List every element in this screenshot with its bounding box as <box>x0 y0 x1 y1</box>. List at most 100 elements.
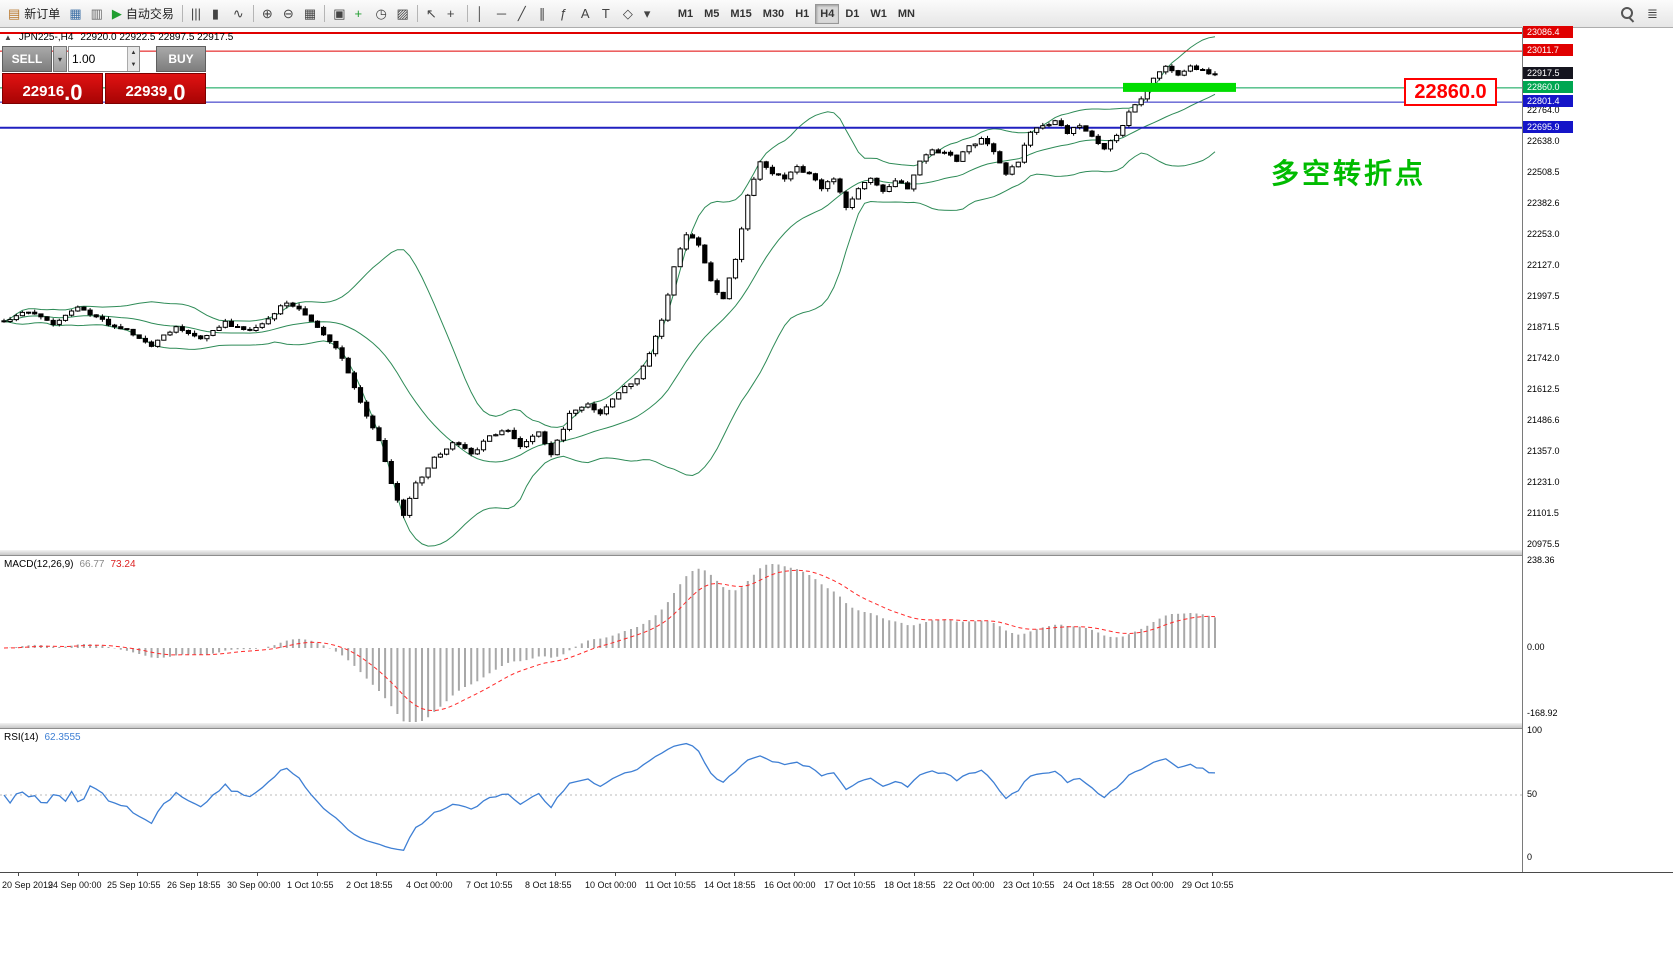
chart-window: ▲ JPN225-,H4 22920.0 22922.5 22897.5 229… <box>0 26 1673 955</box>
sell-dropdown-button[interactable]: ▾ <box>53 46 67 72</box>
time-axis-tick <box>376 873 377 876</box>
objects-list-button[interactable]: ≣ <box>1643 3 1663 25</box>
trade-panel-prices: 22916.0 22939.0 <box>2 73 206 104</box>
time-axis-label: 18 Oct 18:55 <box>884 880 936 890</box>
macd-name: MACD(12,26,9) <box>4 559 74 570</box>
zoom-in-button[interactable]: ⊕ <box>258 3 278 25</box>
volume-stepper: ▲ ▼ <box>68 46 140 72</box>
time-axis-tick <box>615 873 616 876</box>
time-axis-label: 4 Oct 00:00 <box>406 880 453 890</box>
arrange-windows-button[interactable]: ▣ <box>329 3 349 25</box>
sell-price-button[interactable]: 22916.0 <box>2 73 103 104</box>
indicators-button[interactable]: + <box>351 3 371 25</box>
cascade-windows-icon: ▣ <box>333 6 346 21</box>
equidistant-channel-icon: ∥ <box>538 6 546 21</box>
fibonacci-button[interactable]: ƒ <box>556 3 576 25</box>
volume-down-button[interactable]: ▼ <box>128 59 139 71</box>
time-axis-label: 24 Sep 00:00 <box>48 880 102 890</box>
volume-up-button[interactable]: ▲ <box>128 47 139 59</box>
new-order-button[interactable]: ▤ 新订单 <box>4 3 64 25</box>
buy-price-button[interactable]: 22939.0 <box>105 73 206 104</box>
autotrading-button[interactable]: ▶ 自动交易 <box>108 3 178 25</box>
macd-panel[interactable] <box>0 556 1522 722</box>
profiles-icon: ▥ <box>90 6 103 21</box>
vertical-line-button[interactable]: │ <box>472 3 492 25</box>
autotrading-button-label: 自动交易 <box>125 7 174 21</box>
zoom-in-icon: ⊕ <box>261 6 273 21</box>
price-level-annotation[interactable]: 22860.0 <box>1404 78 1497 106</box>
buy-button[interactable]: BUY <box>156 46 206 72</box>
tile-windows-button[interactable]: ▦ <box>300 3 320 25</box>
timeframe-button-D1[interactable]: D1 <box>840 4 864 24</box>
rsi-indicator-label: RSI(14) 62.3555 <box>4 732 81 743</box>
timeframe-button-M30[interactable]: M30 <box>758 4 789 24</box>
time-axis-label: 28 Oct 00:00 <box>1122 880 1174 890</box>
time-axis-tick <box>914 873 915 876</box>
zoom-out-button[interactable]: ⊖ <box>279 3 299 25</box>
price-axis[interactable]: 22764.0 22638.0 22508.5 22382.6 22253.0 22127… <box>1522 26 1673 872</box>
cursor-button[interactable]: ↖ <box>422 3 442 25</box>
macd-splitter[interactable] <box>0 549 1673 556</box>
time-axis-tick <box>1033 873 1034 876</box>
sell-button[interactable]: SELL <box>2 46 52 72</box>
time-axis-label: 10 Oct 00:00 <box>585 880 637 890</box>
templates-button[interactable]: ▨ <box>393 3 413 25</box>
time-axis[interactable]: 20 Sep 2019 24 Sep 00:00 25 Sep 10:55 26 Se… <box>0 872 1673 899</box>
shapes-dropdown-button[interactable]: ▾ <box>640 3 660 25</box>
timeframe-button-M1[interactable]: M1 <box>673 4 698 24</box>
macd-scale-tick: -168.92 <box>1527 708 1558 718</box>
timeframe-button-MN[interactable]: MN <box>893 4 920 24</box>
time-axis-tick <box>18 873 19 876</box>
crosshair-button[interactable]: + <box>443 3 463 25</box>
trade-panel-gap <box>141 46 155 72</box>
horizontal-line-button[interactable]: ─ <box>493 3 513 25</box>
candlestick-mode-button[interactable]: ▮ <box>208 3 228 25</box>
time-axis-label: 8 Oct 18:55 <box>525 880 572 890</box>
text-button[interactable]: A <box>577 3 597 25</box>
price-line-label: 22801.4 <box>1523 95 1573 108</box>
bar-chart-icon: ||| <box>190 6 202 21</box>
time-axis-tick <box>555 873 556 876</box>
sell-price-int: 22916 <box>22 83 65 100</box>
time-axis-tick <box>1212 873 1213 876</box>
time-axis-label: 30 Sep 00:00 <box>227 880 281 890</box>
timeframe-button-H1[interactable]: H1 <box>790 4 814 24</box>
toolbar-separator <box>324 5 326 22</box>
periods-button[interactable]: ◷ <box>372 3 392 25</box>
profiles-button[interactable]: ▥ <box>87 3 107 25</box>
time-axis-label: 26 Sep 18:55 <box>167 880 221 890</box>
chart-symbol-info: ▲ JPN225-,H4 22920.0 22922.5 22897.5 229… <box>4 32 233 43</box>
text-icon: A <box>580 6 590 21</box>
support-highlight-bar <box>1123 82 1236 92</box>
volume-spin: ▲ ▼ <box>127 47 139 71</box>
time-axis-label: 11 Oct 10:55 <box>645 880 696 890</box>
macd-scale-tick: 238.36 <box>1527 555 1555 565</box>
toolbar-separator <box>466 5 468 22</box>
time-axis-tick <box>317 873 318 876</box>
charts-window-button[interactable]: ▦ <box>65 3 85 25</box>
turning-point-annotation[interactable]: 多空转折点 <box>1271 158 1427 189</box>
add-indicator-icon: + <box>354 6 363 21</box>
new-order-icon: ▤ <box>8 6 21 21</box>
shapes-button[interactable]: ◇ <box>619 3 639 25</box>
line-chart-mode-button[interactable]: ∿ <box>229 3 249 25</box>
rsi-panel[interactable] <box>0 729 1522 872</box>
price-chart[interactable] <box>0 28 1522 549</box>
rsi-splitter[interactable] <box>0 722 1673 729</box>
price-scale-tick: 21231.0 <box>1527 477 1560 488</box>
time-axis-tick <box>1093 873 1094 876</box>
timeframe-button-M15[interactable]: M15 <box>725 4 756 24</box>
volume-input[interactable] <box>69 47 127 71</box>
trendline-button[interactable]: ╱ <box>514 3 534 25</box>
timeframe-button-H4[interactable]: H4 <box>815 3 840 24</box>
search-button[interactable] <box>1616 3 1639 25</box>
time-axis-tick <box>675 873 676 876</box>
price-scale-tick: 22638.0 <box>1527 135 1560 146</box>
price-scale-tick: 21871.5 <box>1527 321 1560 332</box>
objects-list-icon: ≣ <box>1647 6 1658 21</box>
timeframe-button-M5[interactable]: M5 <box>699 4 724 24</box>
label-button[interactable]: T <box>598 3 618 25</box>
bar-chart-mode-button[interactable]: ||| <box>187 3 207 25</box>
channel-button[interactable]: ∥ <box>535 3 555 25</box>
timeframe-button-W1[interactable]: W1 <box>865 4 892 24</box>
